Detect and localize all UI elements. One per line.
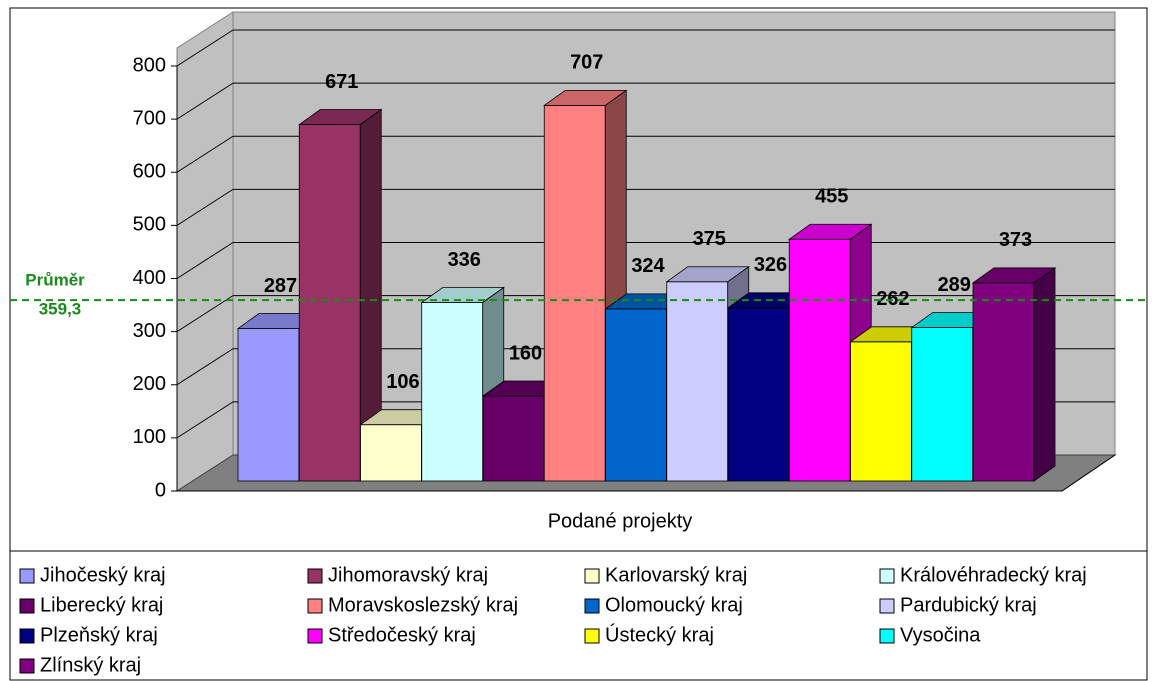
grid-line-side xyxy=(176,295,234,333)
legend-label: Zlínský kraj xyxy=(40,654,141,676)
value-label: 287 xyxy=(264,275,297,297)
legend-swatch xyxy=(19,658,35,674)
average-value-label: 359,3 xyxy=(39,300,82,319)
value-label: 375 xyxy=(693,228,726,250)
grid-line-side xyxy=(176,188,234,226)
bar-side xyxy=(1033,267,1056,482)
legend-label: Moravskoslezský kraj xyxy=(328,594,518,616)
legend-label: Liberecký kraj xyxy=(40,594,163,616)
legend-frame xyxy=(9,550,1148,681)
y-tick-label: 200 xyxy=(133,373,166,395)
bar xyxy=(727,307,790,482)
legend-swatch xyxy=(584,568,600,584)
legend-swatch xyxy=(307,598,323,614)
legend-label: Olomoucký kraj xyxy=(605,594,743,616)
value-label: 707 xyxy=(570,52,603,74)
legend-label: Vysočina xyxy=(900,624,981,646)
value-label: 671 xyxy=(325,71,358,93)
y-tick-label: 300 xyxy=(133,320,166,342)
y-tick-label: 700 xyxy=(133,107,166,129)
grid-line-side xyxy=(176,348,234,386)
y-tick-label: 800 xyxy=(133,54,166,76)
grid-line-side xyxy=(176,82,234,120)
bar xyxy=(605,308,667,482)
bar xyxy=(482,395,545,482)
legend-swatch xyxy=(584,598,600,614)
y-tick-label: 600 xyxy=(133,161,166,183)
bar xyxy=(911,327,974,482)
legend-swatch xyxy=(879,568,895,584)
value-label: 373 xyxy=(999,229,1032,251)
value-label: 262 xyxy=(876,288,909,310)
bar xyxy=(298,124,361,482)
left-wall xyxy=(176,11,234,492)
legend-label: Ústecký kraj xyxy=(605,623,714,646)
legend-label: Pardubický kraj xyxy=(900,594,1037,616)
legend-swatch xyxy=(584,628,600,644)
legend-swatch xyxy=(879,628,895,644)
value-label: 106 xyxy=(386,371,419,393)
bar xyxy=(421,302,484,482)
floor-edge xyxy=(1061,454,1116,492)
legend-label: Jihočeský kraj xyxy=(40,564,166,586)
y-tick-label: 400 xyxy=(133,267,166,289)
legend-label: Plzeňský kraj xyxy=(40,624,158,646)
legend-swatch xyxy=(19,598,35,614)
bar xyxy=(788,238,851,482)
bar xyxy=(850,341,912,482)
legend-swatch xyxy=(879,598,895,614)
y-tick-label: 100 xyxy=(133,426,166,448)
bar xyxy=(543,105,606,482)
y-tick-label: 0 xyxy=(155,479,166,501)
bar xyxy=(666,281,729,482)
value-label: 324 xyxy=(631,255,665,277)
value-label: 336 xyxy=(448,249,481,271)
grid-line-side xyxy=(176,242,234,279)
bar xyxy=(972,282,1035,482)
legend-label: Jihomoravský kraj xyxy=(328,564,488,586)
legend-label: Středočeský kraj xyxy=(328,624,476,646)
value-label: 160 xyxy=(509,342,542,364)
value-label: 455 xyxy=(815,186,848,208)
category-label: Podané projekty xyxy=(548,510,693,532)
y-tick-label: 500 xyxy=(133,214,166,236)
bar xyxy=(360,424,422,482)
grid-line-side xyxy=(176,401,234,439)
value-label: 289 xyxy=(938,274,971,296)
grid-line-side xyxy=(176,29,234,67)
legend-swatch xyxy=(307,568,323,584)
bar xyxy=(237,328,300,482)
legend-swatch xyxy=(307,628,323,644)
average-label: Průměr xyxy=(25,271,85,290)
legend-swatch xyxy=(19,628,35,644)
value-label: 326 xyxy=(754,254,787,276)
grid-line-side xyxy=(176,135,234,173)
legend-label: Královéhradecký kraj xyxy=(900,564,1087,586)
legend-swatch xyxy=(19,568,35,584)
legend-label: Karlovarský kraj xyxy=(605,564,747,586)
